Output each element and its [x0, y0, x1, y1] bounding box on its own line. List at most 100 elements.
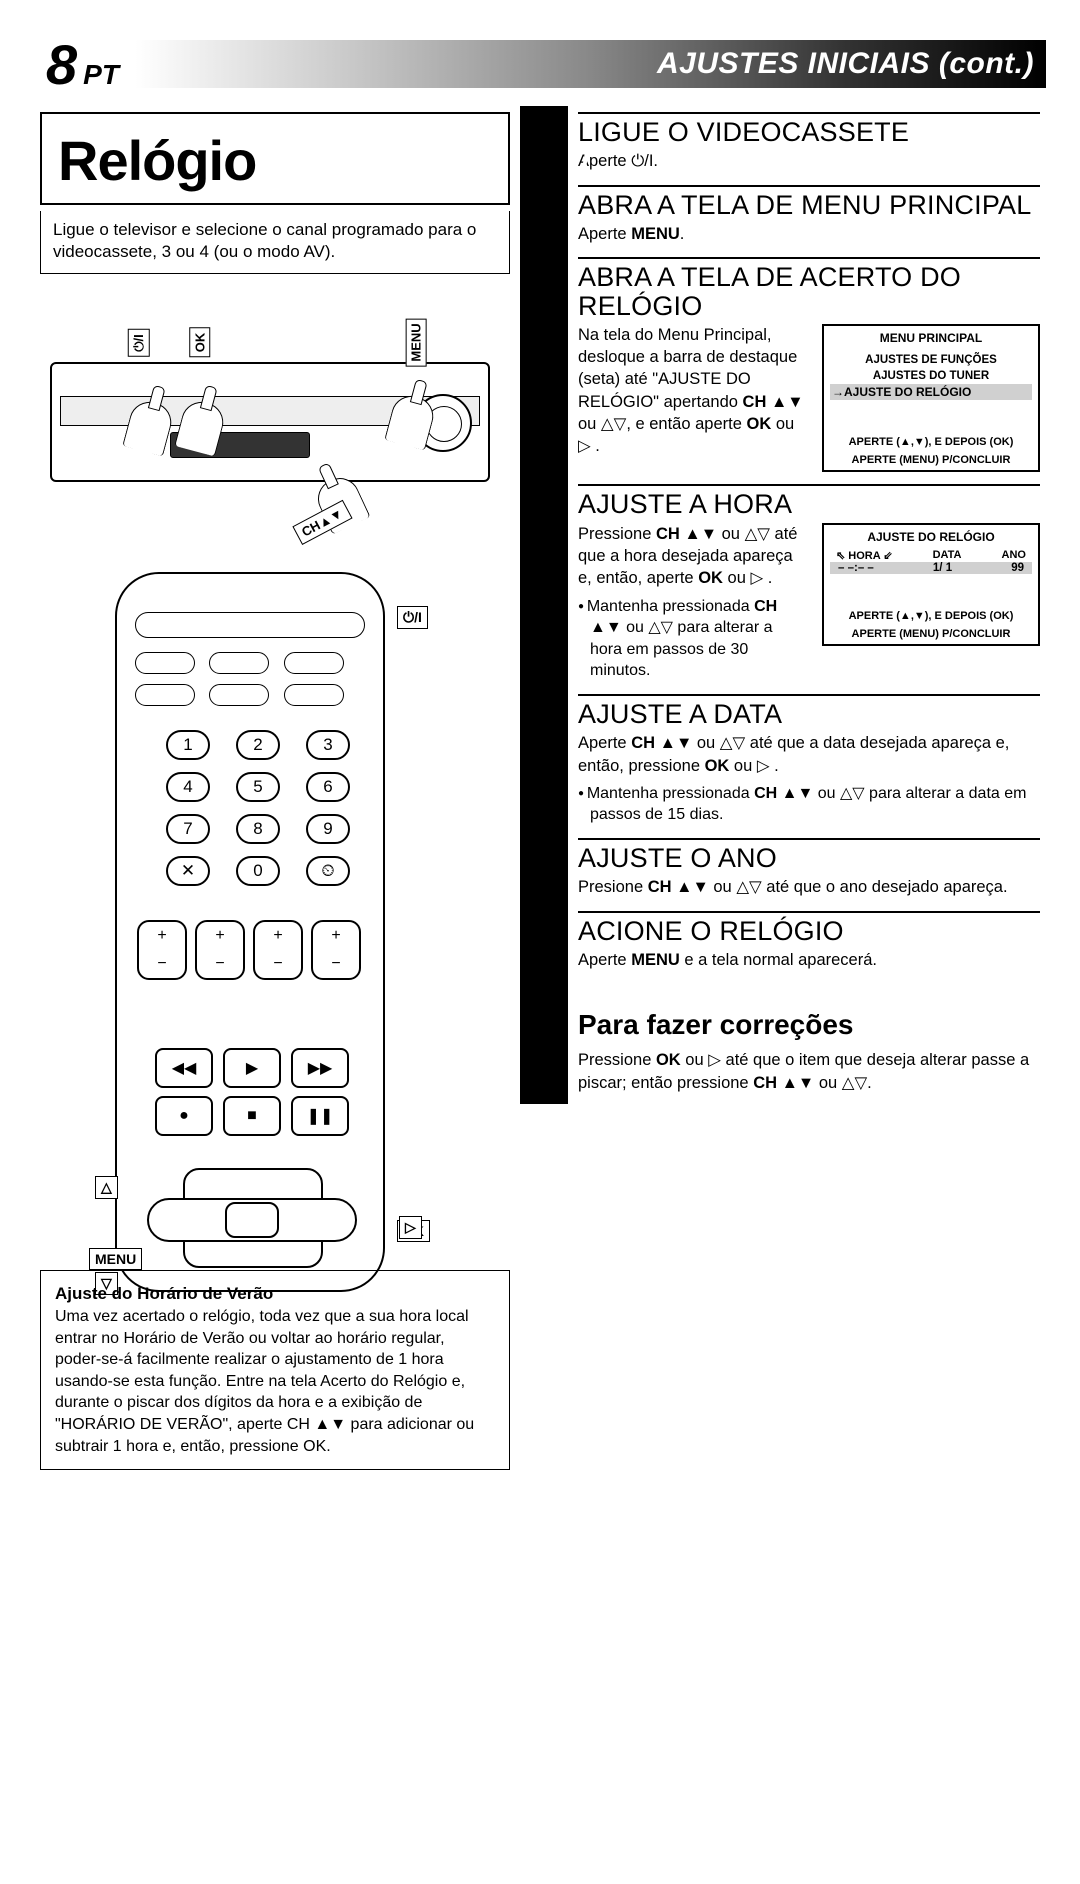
step-title: ACIONE O RELÓGIO	[578, 917, 1040, 945]
remote-ok-button	[225, 1202, 279, 1238]
remote-illustration: 123 456 789 ✕0⏲ +− +− +− +− ◀◀ ▶ ▶▶ ● ■ …	[95, 572, 435, 1292]
step-bullet: Mantenha pressionada CH ▲▼ ou △▽ para al…	[578, 596, 808, 682]
vcr-label-menu: MENU	[406, 319, 427, 367]
remote-transport-row-2: ● ■ ❚❚	[137, 1096, 367, 1136]
step-title: LIGUE O VIDEOCASSETE	[578, 118, 1040, 146]
remote-pill-button	[284, 652, 344, 674]
osd-item: AJUSTES DE FUNÇÕES	[830, 352, 1032, 368]
remote-pm-button: +−	[311, 920, 361, 980]
osd-ajuste-relogio: AJUSTE DO RELÓGIO ⇖ HORA ⇙ DATA ANO – –:…	[822, 523, 1040, 646]
remote-pill-button	[209, 684, 269, 706]
osd-col: DATA	[933, 549, 962, 562]
step-number: 6	[556, 1652, 612, 1705]
step-title: ABRA A TELA DE ACERTO DO RELÓGIO	[578, 263, 1040, 320]
remote-num-0: 0	[236, 856, 280, 886]
remote-rec-icon: ●	[155, 1096, 213, 1136]
osd-col: ANO	[1002, 549, 1026, 562]
step-title: AJUSTE A HORA	[578, 490, 1040, 518]
remote-number-pad: 123 456 789 ✕0⏲	[153, 730, 363, 898]
remote-pill-button	[135, 684, 195, 706]
step-title: AJUSTE O ANO	[578, 844, 1040, 872]
osd-val: 1/ 1	[933, 562, 952, 574]
dst-body: Uma vez acertado o relógio, toda vez que…	[55, 1308, 474, 1455]
step-2: 2 ABRA A TELA DE MENU PRINCIPAL Aperte M…	[578, 185, 1040, 258]
header-bar: 8PT AJUSTES INICIAIS (cont.)	[34, 40, 1046, 88]
vcr-label-power: ⏻/I	[128, 329, 150, 357]
page-number-digit: 8	[46, 33, 83, 96]
remote-pm-button: +−	[195, 920, 245, 980]
osd-footer: APERTE (▲,▼), E DEPOIS (OK)	[830, 610, 1032, 622]
remote-num-9: 9	[306, 814, 350, 844]
osd-footer: APERTE (MENU) P/CONCLUIR	[830, 454, 1032, 466]
osd-val: – –:– –	[838, 562, 874, 574]
remote-pill-button	[209, 652, 269, 674]
remote-num-7: 7	[166, 814, 210, 844]
vcr-label-ok: OK	[189, 328, 210, 358]
remote-plus-minus-row: +− +− +− +−	[137, 920, 367, 980]
osd-item: AJUSTES DO TUNER	[830, 368, 1032, 384]
corrections-body: Pressione OK ou ▷ até que o item que des…	[578, 1049, 1040, 1094]
left-column: Relógio Ligue o televisor e selecione o …	[40, 112, 510, 1292]
osd-val: 99	[1011, 562, 1024, 574]
remote-pill-button	[135, 652, 195, 674]
step-number: 1	[556, 136, 612, 189]
step-body: Aperte CH ▲▼ ou △▽ até que a data deseja…	[578, 732, 1040, 777]
remote-play-icon: ▶	[223, 1048, 281, 1088]
vcr-illustration: ⏻/I OK MENU CH▲▼	[40, 302, 510, 532]
remote-num-2: 2	[236, 730, 280, 760]
osd-highlight: →AJUSTE DO RELÓGIO	[830, 384, 1032, 400]
step-1: 1 LIGUE O VIDEOCASSETE Aperte ⏻/I.	[578, 112, 1040, 185]
section-title: AJUSTES INICIAIS (cont.)	[657, 47, 1034, 81]
step-number: 5	[556, 1372, 612, 1425]
remote-pill-button	[284, 684, 344, 706]
step-body: Na tela do Menu Principal, desloque a ba…	[578, 324, 808, 458]
corrections-title: Para fazer correções	[578, 1009, 1040, 1041]
remote-pm-button: +−	[137, 920, 187, 980]
remote-rew-icon: ◀◀	[155, 1048, 213, 1088]
step-3: 3 ABRA A TELA DE ACERTO DO RELÓGIO Na te…	[578, 257, 1040, 484]
remote-transport-row: ◀◀ ▶ ▶▶	[137, 1048, 367, 1088]
step-body: Aperte MENU.	[578, 223, 1040, 245]
remote-pill-row	[135, 684, 365, 708]
step-body: Pressione CH ▲▼ ou △▽ até que a hora des…	[578, 523, 808, 590]
step-bullet: Mantenha pressionada CH ▲▼ ou △▽ para al…	[578, 783, 1040, 826]
remote-label-menu: MENU	[89, 1248, 142, 1270]
remote-timer: ⏲	[306, 856, 350, 886]
remote-top-row	[135, 612, 365, 638]
remote-label-up: △	[95, 1176, 118, 1199]
remote-num-5: 5	[236, 772, 280, 802]
title-box: Relógio	[40, 112, 510, 205]
remote-pm-button: +−	[253, 920, 303, 980]
remote-num-6: 6	[306, 772, 350, 802]
dst-note-box: Ajuste do Horário de Verão Uma vez acert…	[40, 1270, 510, 1470]
page-title: Relógio	[58, 128, 492, 193]
remote-ff-icon: ▶▶	[291, 1048, 349, 1088]
remote-stop-icon: ■	[223, 1096, 281, 1136]
remote-label-right: ▷	[399, 1216, 422, 1239]
page-number: 8PT	[46, 32, 119, 97]
dst-title: Ajuste do Horário de Verão	[55, 1284, 273, 1303]
remote-pill-row	[135, 652, 365, 676]
osd-columns: ⇖ HORA ⇙ DATA ANO	[830, 549, 1032, 562]
step-7: 7 ACIONE O RELÓGIO Aperte MENU e a tela …	[578, 911, 1040, 984]
osd-title: MENU PRINCIPAL	[830, 330, 1032, 346]
remote-label-power: ⏻/I	[397, 606, 428, 629]
page-language: PT	[83, 59, 119, 90]
remote-pause-icon: ❚❚	[291, 1096, 349, 1136]
osd-footer: APERTE (▲,▼), E DEPOIS (OK)	[830, 436, 1032, 448]
remote-num-3: 3	[306, 730, 350, 760]
osd-footer: APERTE (MENU) P/CONCLUIR	[830, 628, 1032, 640]
step-title: AJUSTE A DATA	[578, 700, 1040, 728]
osd-col: ⇖ HORA ⇙	[836, 549, 893, 562]
osd-title: AJUSTE DO RELÓGIO	[830, 529, 1032, 545]
step-4: 4 AJUSTE A HORA Pressione CH ▲▼ ou △▽ at…	[578, 484, 1040, 694]
remote-num-1: 1	[166, 730, 210, 760]
step-6: 6 AJUSTE O ANO Presione CH ▲▼ ou △▽ até …	[578, 838, 1040, 911]
intro-text: Ligue o televisor e selecione o canal pr…	[40, 211, 510, 274]
step-title: ABRA A TELA DE MENU PRINCIPAL	[578, 191, 1040, 219]
remote-num-8: 8	[236, 814, 280, 844]
right-column: 1 LIGUE O VIDEOCASSETE Aperte ⏻/I. 2 ABR…	[538, 112, 1040, 1094]
remote-cancel: ✕	[166, 856, 210, 886]
step-body: Aperte ⏻/I.	[578, 150, 1040, 172]
step-number: 7	[556, 1831, 612, 1884]
